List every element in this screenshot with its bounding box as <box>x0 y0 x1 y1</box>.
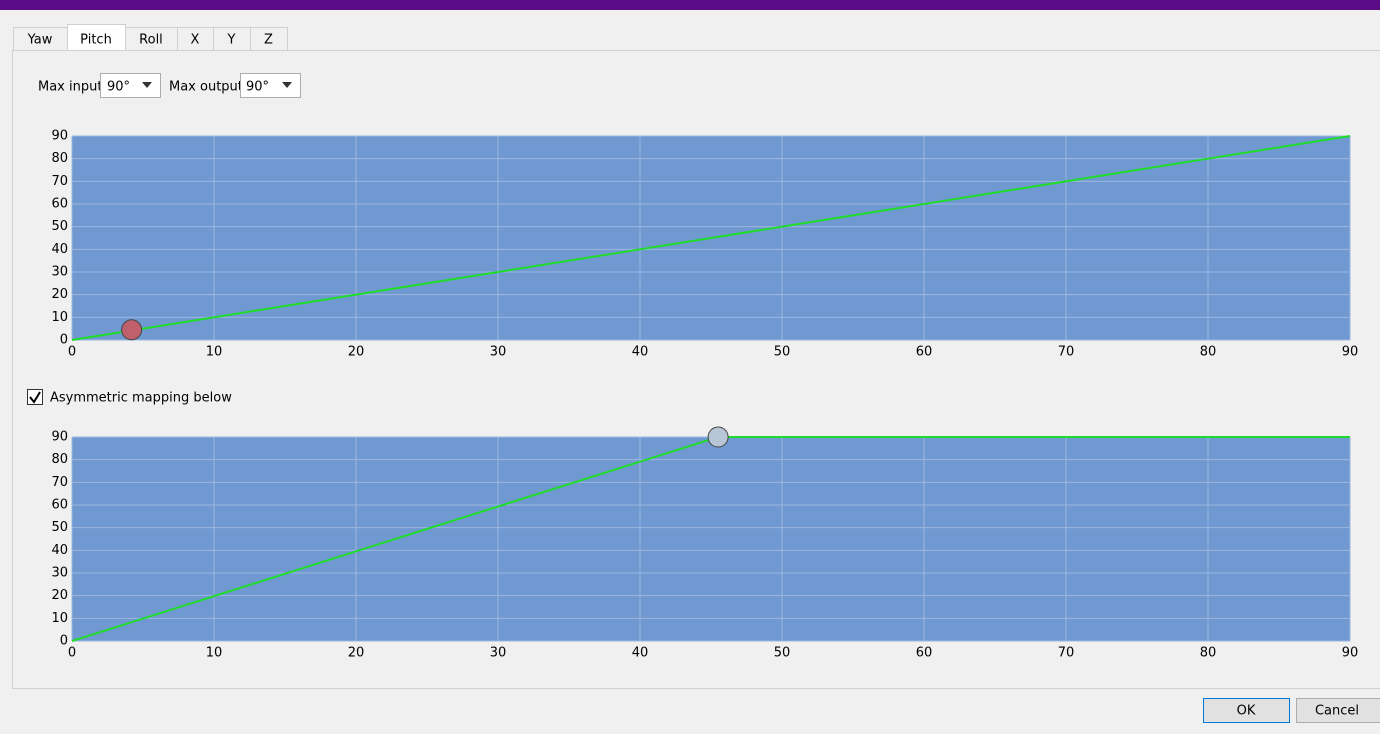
y-tick-label: 0 <box>60 634 68 649</box>
x-tick-label: 80 <box>1200 345 1217 360</box>
tab-label[interactable]: Y <box>227 33 236 48</box>
x-tick-label: 30 <box>490 345 507 360</box>
y-tick-label: 50 <box>51 520 68 535</box>
x-tick-label: 0 <box>68 345 76 360</box>
y-tick-label: 10 <box>51 611 68 626</box>
x-tick-label: 70 <box>1058 345 1075 360</box>
y-tick-label: 40 <box>51 543 68 558</box>
control-point[interactable] <box>708 427 728 447</box>
tab-label[interactable]: Roll <box>139 33 163 48</box>
max-output-value[interactable]: 90° <box>246 80 269 95</box>
title-bar <box>0 0 1380 10</box>
x-tick-label: 60 <box>916 345 933 360</box>
x-tick-label: 0 <box>68 646 76 661</box>
tab-label[interactable]: Yaw <box>27 33 53 48</box>
x-tick-label: 20 <box>348 646 365 661</box>
x-tick-label: 50 <box>774 345 791 360</box>
y-tick-label: 60 <box>51 498 68 513</box>
max-input-value[interactable]: 90° <box>107 80 130 95</box>
y-tick-label: 80 <box>51 452 68 467</box>
x-tick-label: 60 <box>916 646 933 661</box>
y-tick-label: 60 <box>51 197 68 212</box>
x-tick-label: 30 <box>490 646 507 661</box>
y-tick-label: 80 <box>51 151 68 166</box>
y-tick-label: 10 <box>51 310 68 325</box>
y-tick-label: 40 <box>51 242 68 257</box>
control-point[interactable] <box>122 320 142 340</box>
y-tick-label: 30 <box>51 566 68 581</box>
x-tick-label: 20 <box>348 345 365 360</box>
max-output-label: Max output <box>169 80 243 95</box>
y-tick-label: 50 <box>51 219 68 234</box>
button-label[interactable]: OK <box>1237 704 1256 719</box>
plot-area <box>72 437 1350 641</box>
tab-label[interactable]: X <box>191 33 200 48</box>
y-tick-label: 30 <box>51 265 68 280</box>
y-tick-label: 70 <box>51 475 68 490</box>
x-tick-label: 50 <box>774 646 791 661</box>
max-input-label: Max input <box>38 80 102 95</box>
x-tick-label: 90 <box>1342 345 1359 360</box>
checkbox-label[interactable]: Asymmetric mapping below <box>50 391 232 406</box>
x-tick-label: 90 <box>1342 646 1359 661</box>
y-tick-label: 70 <box>51 174 68 189</box>
tab-label[interactable]: Z <box>264 33 273 48</box>
x-tick-label: 40 <box>632 345 649 360</box>
y-tick-label: 90 <box>51 430 68 445</box>
button-label[interactable]: Cancel <box>1315 704 1359 719</box>
x-tick-label: 70 <box>1058 646 1075 661</box>
x-tick-label: 80 <box>1200 646 1217 661</box>
x-tick-label: 10 <box>206 345 223 360</box>
tab-label[interactable]: Pitch <box>80 33 112 48</box>
x-tick-label: 10 <box>206 646 223 661</box>
y-tick-label: 90 <box>51 129 68 144</box>
y-tick-label: 20 <box>51 588 68 603</box>
y-tick-label: 0 <box>60 333 68 348</box>
x-tick-label: 40 <box>632 646 649 661</box>
y-tick-label: 20 <box>51 287 68 302</box>
